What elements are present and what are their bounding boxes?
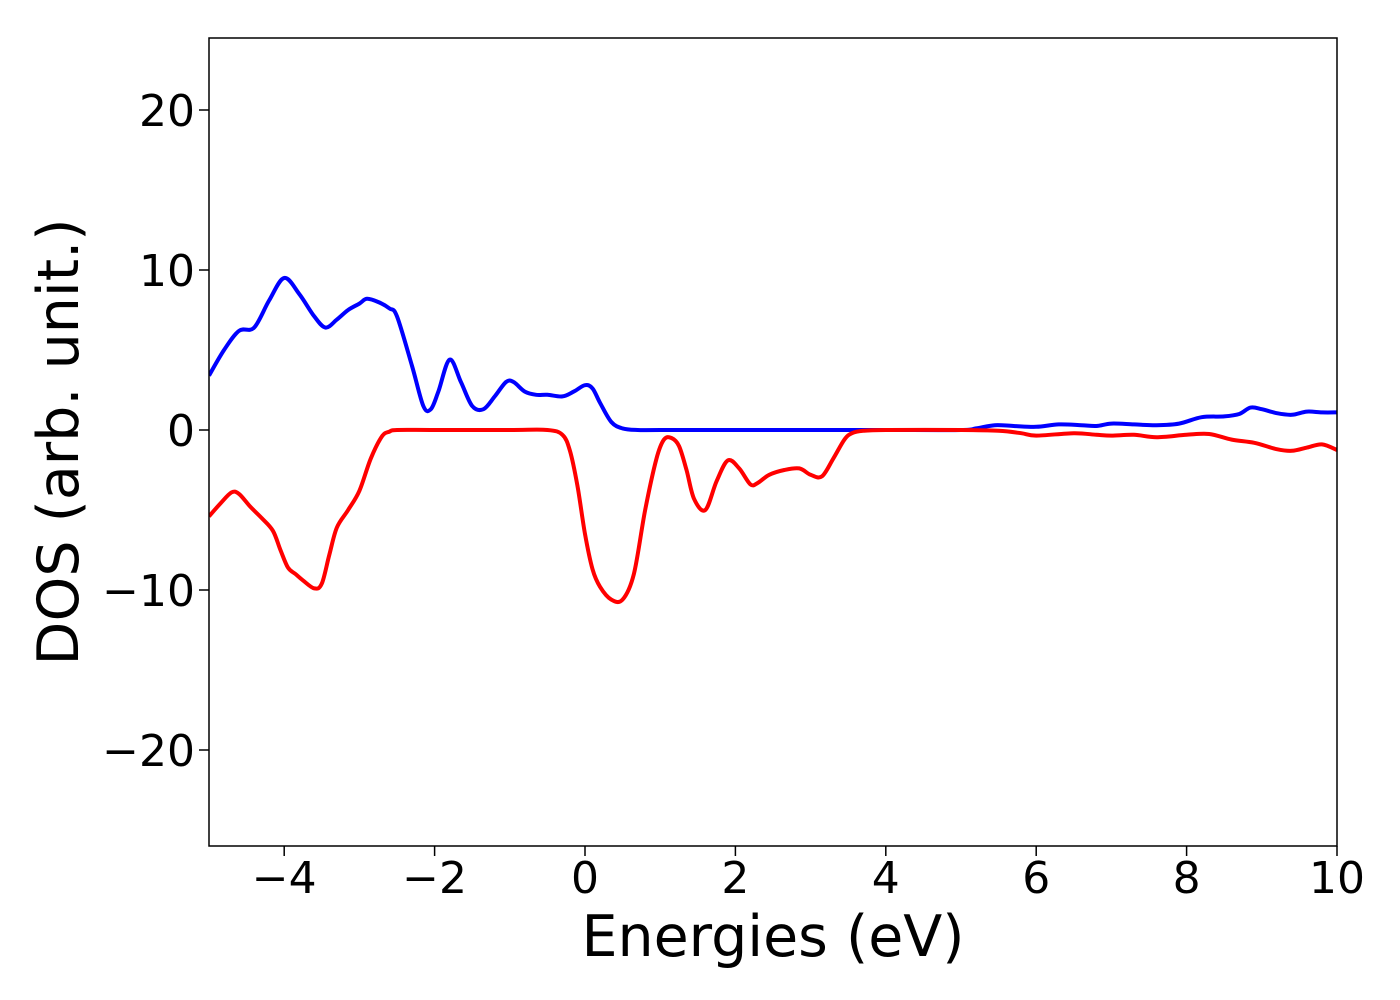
x-tick-label: 10 [1309, 853, 1365, 904]
dos-curve-positive [209, 276, 1337, 433]
dos-curve-negative [209, 427, 1337, 605]
y-tick-label: −10 [102, 566, 195, 617]
y-tick-label: 10 [139, 246, 195, 297]
x-tick-label: 2 [721, 853, 749, 904]
plot-area [208, 37, 1338, 847]
x-tick-label: 6 [1022, 853, 1050, 904]
series-layer [209, 276, 1337, 605]
x-tick-label: −2 [402, 853, 467, 904]
plot-frame [208, 37, 1338, 847]
x-axis-label: Energies (eV) [581, 904, 964, 970]
x-axis: −4 −2 0 2 4 6 8 10 [252, 846, 1365, 904]
x-tick-label: 0 [571, 853, 599, 904]
x-tick-label: 8 [1173, 853, 1201, 904]
y-axis: 20 10 0 −10 −20 [102, 86, 209, 777]
x-tick-label: 4 [872, 853, 900, 904]
y-tick-label: 20 [139, 86, 195, 137]
y-axis-label: DOS (arb. unit.) [26, 219, 92, 666]
x-tick-label: −4 [252, 853, 317, 904]
y-tick-label: 0 [167, 406, 195, 457]
y-tick-label: −20 [102, 726, 195, 777]
